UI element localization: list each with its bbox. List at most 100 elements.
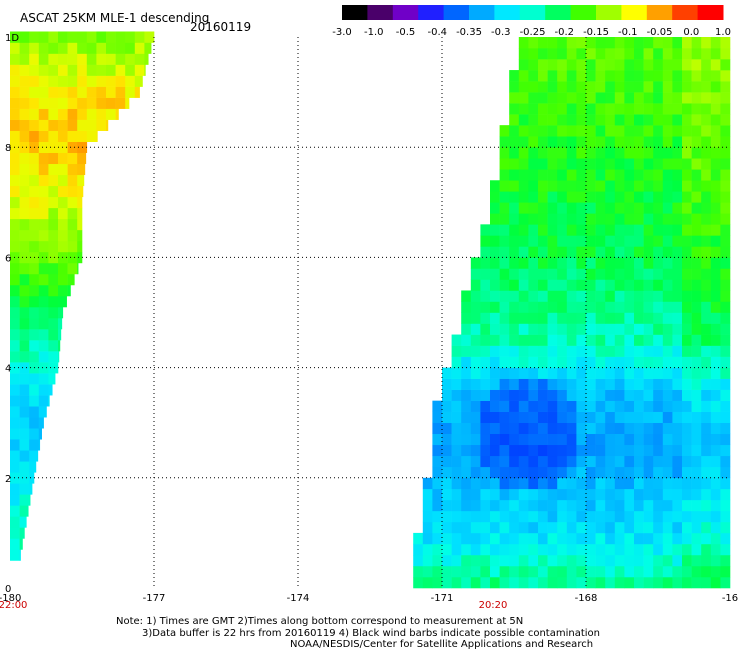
swath-cell bbox=[557, 37, 568, 49]
swath-cell bbox=[470, 290, 481, 302]
swath-cell bbox=[614, 389, 625, 401]
x-tick-label: -168 bbox=[575, 593, 598, 604]
swath-cell bbox=[77, 240, 83, 253]
swath-cell bbox=[509, 477, 520, 490]
swath-cell bbox=[595, 554, 606, 567]
swath-cell bbox=[547, 576, 558, 589]
swath-cell bbox=[682, 103, 692, 115]
swath-cell bbox=[134, 64, 145, 76]
swath-cell bbox=[605, 543, 616, 556]
swath-cell bbox=[518, 521, 529, 534]
swath-cell bbox=[499, 455, 510, 468]
swath-cell bbox=[528, 202, 539, 214]
swath-cell bbox=[586, 114, 596, 126]
swath-cell bbox=[720, 422, 731, 435]
swath-cell bbox=[48, 284, 59, 297]
swath-cell bbox=[528, 70, 539, 82]
swath-cell bbox=[682, 81, 692, 93]
swath-cell bbox=[586, 180, 596, 192]
swath-cell bbox=[38, 439, 41, 451]
swath-cell bbox=[451, 554, 462, 567]
swath-cell bbox=[490, 257, 500, 269]
swath-cell bbox=[518, 169, 529, 181]
swath-cell bbox=[624, 378, 635, 390]
swath-cell bbox=[96, 53, 107, 65]
swath-cell bbox=[509, 323, 520, 335]
swath-cell bbox=[528, 213, 539, 225]
swath-cell bbox=[672, 246, 683, 258]
swath-cell bbox=[624, 576, 635, 589]
swath-cell bbox=[662, 312, 673, 324]
swath-cell bbox=[701, 477, 712, 490]
swath-cell bbox=[710, 345, 721, 357]
swath-cell bbox=[643, 400, 654, 412]
swath-cell bbox=[720, 191, 731, 203]
swath-cell bbox=[710, 433, 721, 446]
swath-cell bbox=[720, 59, 731, 71]
swath-cell bbox=[557, 92, 568, 104]
swath-cell bbox=[490, 323, 500, 335]
swath-cell bbox=[576, 367, 587, 379]
swath-cell bbox=[67, 251, 78, 264]
swath-cell bbox=[691, 114, 702, 126]
swath-cell bbox=[682, 180, 692, 192]
swath-cell bbox=[67, 64, 78, 76]
x-tick-label: -177 bbox=[143, 593, 166, 604]
swath-cell bbox=[710, 422, 721, 435]
swath-cell bbox=[710, 158, 721, 170]
swath-cell bbox=[461, 312, 472, 324]
swath-cell bbox=[710, 323, 721, 335]
swath-cell bbox=[29, 262, 40, 275]
swath-cell bbox=[67, 97, 78, 109]
swath-cell bbox=[624, 554, 635, 567]
swath-cell bbox=[58, 152, 68, 165]
swath-cell bbox=[586, 147, 596, 159]
swath-cell bbox=[19, 273, 30, 286]
swath-cell bbox=[653, 422, 664, 435]
swath-cell bbox=[691, 37, 702, 49]
swath-cell bbox=[67, 141, 78, 154]
swath-cell bbox=[490, 378, 500, 390]
swath-cell bbox=[643, 114, 654, 126]
swath-cell bbox=[672, 59, 683, 71]
swath-cell bbox=[547, 235, 558, 247]
swath-cell bbox=[614, 191, 625, 203]
swath-cell bbox=[691, 334, 702, 346]
swath-cell bbox=[720, 158, 731, 170]
y-tick-label: 6 bbox=[5, 253, 11, 264]
swath-cell bbox=[624, 499, 635, 512]
swath-cell bbox=[10, 152, 20, 165]
swath-cell bbox=[672, 378, 683, 390]
swath-cell bbox=[643, 521, 654, 534]
swath-cell bbox=[634, 334, 644, 346]
swath-cell bbox=[682, 543, 692, 556]
swath-cell bbox=[451, 389, 462, 401]
swath-cell bbox=[624, 180, 635, 192]
swath-cell bbox=[576, 433, 587, 446]
swath-cell bbox=[422, 554, 433, 567]
swath-cell bbox=[720, 180, 731, 192]
swath-cell bbox=[710, 48, 721, 60]
swath-cell bbox=[461, 345, 472, 357]
swath-cell bbox=[538, 81, 548, 93]
swath-cell bbox=[96, 108, 107, 120]
swath-cell bbox=[528, 576, 539, 589]
swath-cell bbox=[634, 290, 644, 302]
swath-cell bbox=[595, 521, 606, 534]
swath-cell bbox=[624, 235, 635, 247]
swath-cell bbox=[586, 565, 596, 578]
swath-cell bbox=[643, 477, 654, 490]
swath-cell bbox=[662, 70, 673, 82]
swath-cell bbox=[58, 64, 68, 76]
swath-cell bbox=[518, 81, 529, 93]
swath-cell bbox=[499, 290, 510, 302]
swath-cell bbox=[710, 81, 721, 93]
swath-cell bbox=[634, 103, 644, 115]
swath-cell bbox=[58, 185, 68, 198]
swath-cell bbox=[67, 31, 78, 43]
swath-cell bbox=[29, 395, 40, 407]
swath-cell bbox=[576, 455, 587, 468]
swath-cell bbox=[614, 576, 625, 589]
swath-cell bbox=[586, 554, 596, 567]
swath-cell bbox=[586, 191, 596, 203]
